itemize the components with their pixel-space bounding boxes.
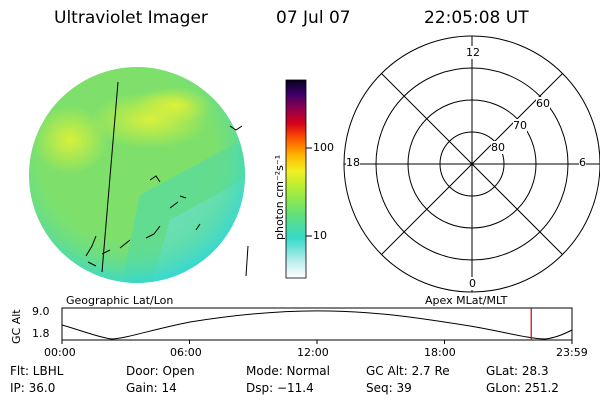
meridian-line [101, 81, 119, 273]
color-bar-tick-label: 100 [313, 141, 334, 154]
info-seq: Seq: 39 [366, 381, 412, 395]
info-glat: GLat: 28.3 [486, 364, 549, 378]
altitude-curve [61, 310, 573, 340]
coastline [245, 245, 249, 277]
instrument-title: Ultraviolet Imager [54, 8, 208, 28]
orbit-x-tick-label: 18:00 [424, 346, 456, 359]
mlt-label-6: 6 [579, 156, 586, 169]
orbit-right-label: Apex MLat/MLT [425, 294, 508, 307]
info-door: Door: Open [126, 364, 195, 378]
uv-limb-glow [29, 67, 245, 283]
polar-axis-diagonal [381, 73, 563, 255]
color-bar-scale [285, 79, 307, 279]
coastline [229, 125, 243, 131]
date-label: 07 Jul 07 [276, 8, 351, 28]
info-ip: IP: 36.0 [10, 381, 56, 395]
info-dsp: Dsp: −11.4 [246, 381, 314, 395]
info-gc-alt: GC Alt: 2.7 Re [366, 364, 450, 378]
time-label: 22:05:08 UT [424, 8, 529, 28]
color-bar-tick-label: 10 [313, 229, 327, 242]
mlt-label-18: 18 [346, 156, 360, 169]
polar-grid [343, 35, 600, 293]
orbit-x-tick-label: 00:00 [44, 346, 76, 359]
info-filter: Flt: LBHL [10, 364, 64, 378]
orbit-x-tick-label: 12:00 [297, 346, 329, 359]
orbit-left-label: Geographic Lat/Lon [66, 294, 174, 307]
orbit-plot-frame [61, 307, 573, 341]
orbit-x-tick-label: 06:00 [170, 346, 202, 359]
color-bar [285, 79, 312, 279]
info-gain: Gain: 14 [126, 381, 177, 395]
info-mode: Mode: Normal [246, 364, 330, 378]
coastline [85, 175, 201, 267]
mlat-label-80: 80 [491, 141, 505, 154]
orbit-y-tick: 9.0 [32, 305, 50, 318]
mlat-label-60: 60 [536, 97, 550, 110]
info-glon: GLon: 251.2 [486, 381, 559, 395]
mlt-label-0: 0 [469, 277, 476, 290]
mlt-label-12: 12 [466, 46, 480, 59]
mlat-label-70: 70 [513, 119, 527, 132]
uv-image [29, 67, 249, 283]
orbit-y-tick: 1.8 [32, 327, 50, 340]
orbit-x-tick-label: 23:59 [556, 346, 588, 359]
orbit-plot [61, 307, 573, 344]
orbit-y-axis-label: GC Alt [10, 309, 23, 344]
color-bar-unit-label: photon cm⁻²s⁻¹ [273, 154, 286, 240]
